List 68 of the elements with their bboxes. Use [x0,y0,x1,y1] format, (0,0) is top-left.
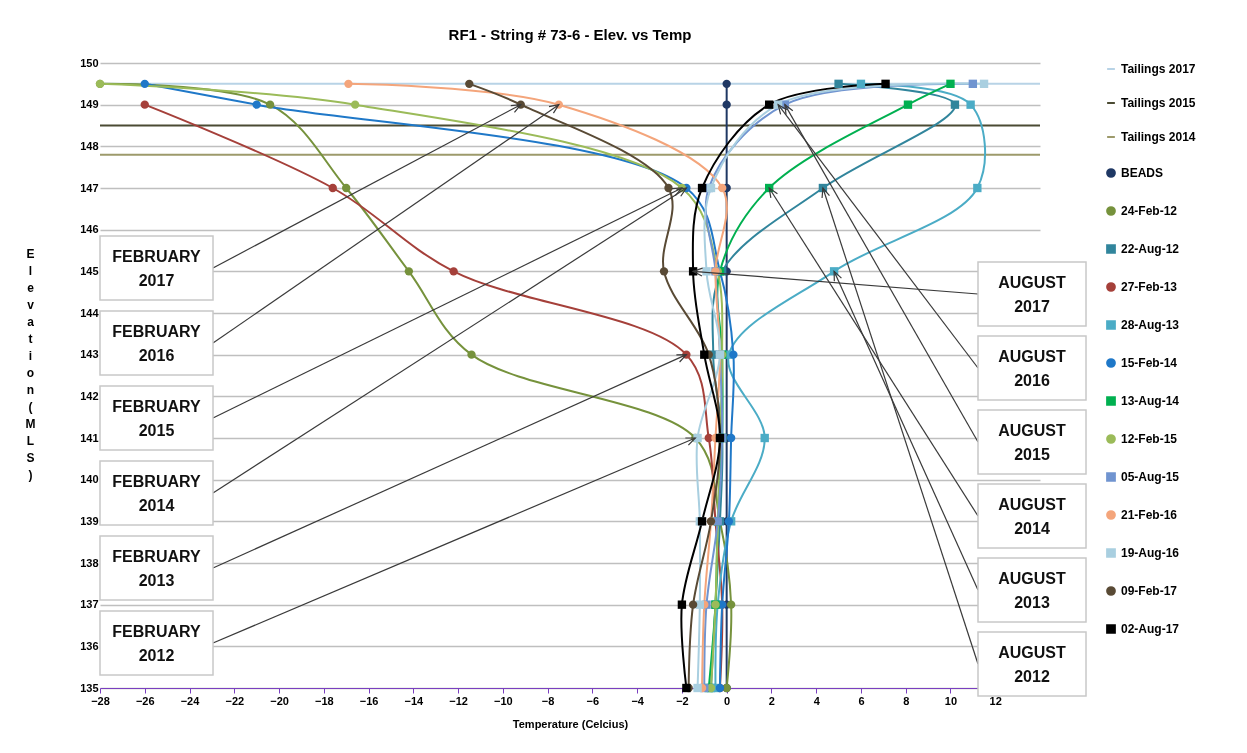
legend-label: 12-Feb-15 [1121,432,1178,446]
legend-label: BEADS [1121,166,1164,180]
annotation: AUGUST 2012 [998,644,1066,685]
y-tick-label: 148 [80,139,99,152]
y-tick-label: 140 [80,473,99,486]
x-tick-label: −2 [676,694,689,707]
y-tick-label: 146 [80,223,99,236]
annotation: FEBRUARY 2014 [112,473,201,514]
y-tick-label: 139 [80,514,99,527]
x-tick-label: 8 [903,694,910,707]
y-tick-label: 143 [80,348,99,361]
x-tick-label: −14 [404,694,425,707]
text: Elevation (MLS) [25,246,36,482]
legend-label: 19-Aug-16 [1121,546,1180,560]
x-tick-label: −12 [449,694,468,707]
y-tick-label: 135 [80,681,99,694]
y-tick-label: 136 [80,639,99,652]
x-axis-title: Temperature (Celcius) [512,717,629,730]
legend-label: 21-Feb-16 [1121,508,1178,522]
annotation: AUGUST 2015 [998,422,1066,463]
legend-label: 15-Feb-14 [1121,356,1178,370]
legend-label: 27-Feb-13 [1121,280,1178,294]
annotation: AUGUST 2016 [998,348,1066,389]
legend-label: Tailings 2014 [1121,130,1196,144]
legend-label: 24-Feb-12 [1121,204,1178,218]
legend-label: 28-Aug-13 [1121,318,1180,332]
legend-label: 09-Feb-17 [1121,584,1178,598]
y-tick-label: 149 [80,98,99,111]
annotation: AUGUST 2013 [998,570,1066,611]
legend-label: 05-Aug-15 [1121,470,1180,484]
x-tick-label: 12 [989,694,1002,707]
annotation: AUGUST 2017 [998,274,1066,315]
x-tick-label: −20 [270,694,289,707]
annotation: AUGUST 2014 [998,496,1066,537]
x-tick-label: −4 [631,694,645,707]
x-tick-label: −8 [541,694,555,707]
x-tick-label: −28 [91,694,110,707]
x-tick-label: −6 [586,694,600,707]
legend-label: 22-Aug-12 [1121,242,1180,256]
legend-label: Tailings 2015 [1121,96,1196,110]
x-tick-label: 0 [724,694,731,707]
annotation: FEBRUARY 2016 [112,323,201,364]
annotation: FEBRUARY 2017 [112,248,201,289]
x-tick-label: −10 [494,694,513,707]
y-tick-label: 144 [80,306,100,319]
x-tick-label: 4 [813,694,821,707]
y-tick-label: 150 [80,56,99,69]
legend-label: Tailings 2017 [1121,62,1196,76]
x-tick-label: −26 [135,694,155,707]
annotation: FEBRUARY 2015 [112,398,201,439]
x-tick-label: 6 [858,694,865,707]
x-tick-label: 2 [768,694,775,707]
y-tick-label: 147 [80,181,99,194]
x-tick-label: −16 [359,694,379,707]
x-tick-label: −22 [225,694,245,707]
y-tick-label: 142 [80,389,99,402]
y-tick-label: 137 [80,598,99,611]
legend-label: 02-Aug-17 [1121,622,1180,636]
x-tick-label: −24 [180,694,201,707]
legend-label: 13-Aug-14 [1121,394,1180,408]
y-tick-label: 141 [80,431,99,444]
y-tick-label: 145 [80,264,99,277]
annotation: FEBRUARY 2012 [112,623,201,664]
y-tick-label: 138 [80,556,99,569]
chart-title: RF1 - String # 73-6 - Elev. vs Temp [448,26,692,43]
annotation: FEBRUARY 2013 [112,548,201,589]
x-tick-label: −18 [314,694,334,707]
x-tick-label: 10 [944,694,958,707]
